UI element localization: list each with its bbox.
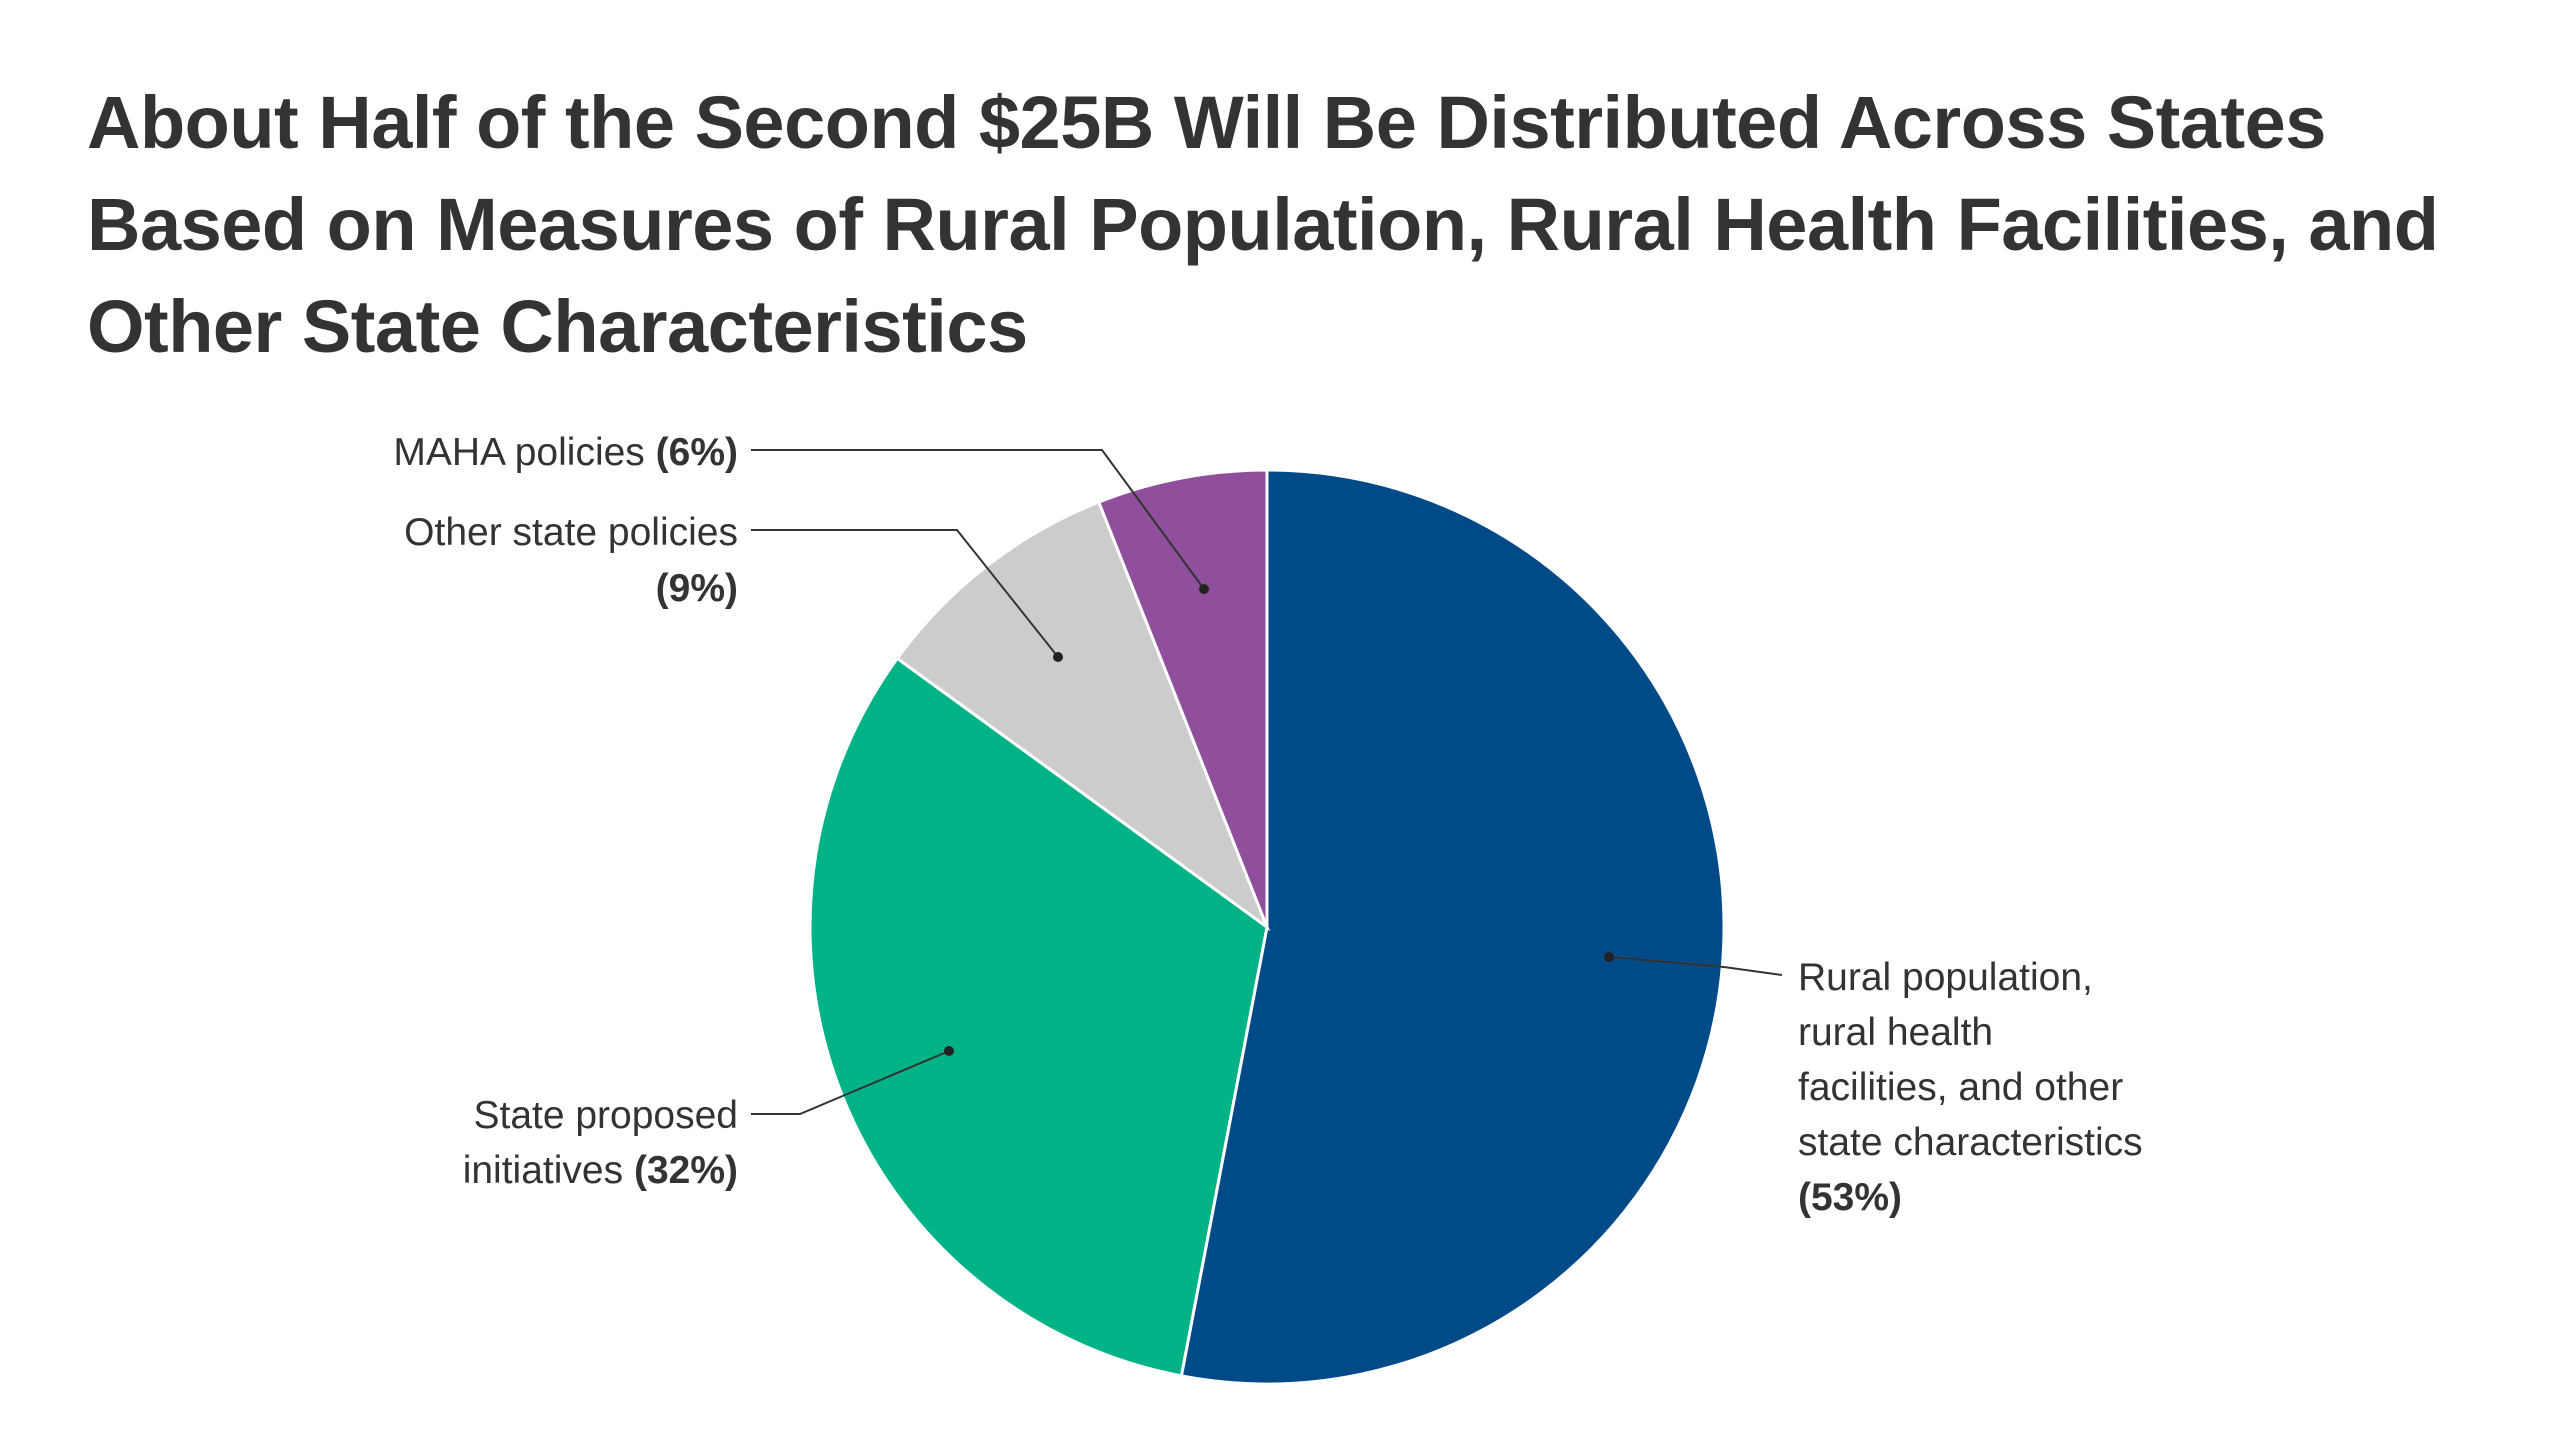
label-other-state-policies: Other state policies	[404, 511, 738, 554]
leader-line-rural-dot	[1604, 952, 1614, 962]
leader-line-maha-dot	[1199, 584, 1209, 594]
leader-line-state-proposed-dot	[944, 1046, 954, 1056]
leader-line-other-state-policies-dot	[1053, 652, 1063, 662]
label-rural-line1: Rural population,	[1798, 956, 2093, 999]
label-rural-line4: state characteristics	[1798, 1121, 2143, 1164]
label-other-state-policies-pct: (9%)	[656, 567, 738, 610]
leader-line-other-state-policies	[751, 529, 1059, 658]
label-state-proposed-line2: initiatives (32%)	[463, 1149, 738, 1192]
pie-slice-rural-population-rural-health-facilities-and-other-state-characteristics	[1179, 468, 1726, 1386]
leader-line-rural	[1608, 956, 1783, 976]
label-rural-line3: facilities, and other	[1798, 1066, 2123, 1109]
label-state-proposed: State proposed	[473, 1094, 738, 1137]
leader-line-state-proposed	[751, 1050, 950, 1115]
label-maha: MAHA policies (6%)	[393, 431, 738, 474]
pie-slice-maha-policies	[1096, 468, 1269, 928]
label-rural-line2: rural health	[1798, 1011, 1993, 1054]
leader-line-maha	[751, 449, 1205, 590]
label-rural-pct: (53%)	[1798, 1176, 1902, 1219]
chart-title: About Half of the Second $25B Will Be Di…	[87, 81, 2439, 368]
pie-slice-other-state-policies	[895, 500, 1271, 932]
